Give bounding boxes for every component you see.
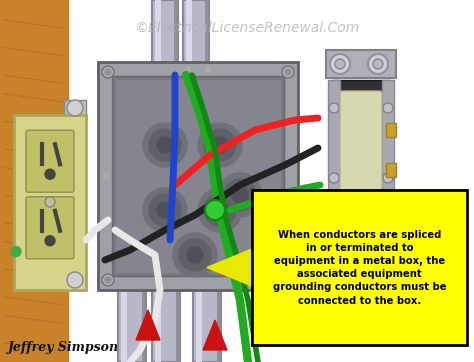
Circle shape xyxy=(335,59,345,69)
Circle shape xyxy=(387,203,397,213)
Circle shape xyxy=(11,247,21,257)
Circle shape xyxy=(143,123,187,167)
Text: Jeffrey Simpson: Jeffrey Simpson xyxy=(8,341,119,354)
Circle shape xyxy=(45,197,55,207)
Text: When conductors are spliced
in or terminated to
equipment in a metal box, the
as: When conductors are spliced in or termin… xyxy=(273,230,446,306)
Circle shape xyxy=(329,173,339,183)
Circle shape xyxy=(282,274,294,286)
Circle shape xyxy=(45,236,55,246)
Bar xyxy=(116,80,280,272)
Bar xyxy=(196,270,202,362)
Circle shape xyxy=(383,173,393,183)
Circle shape xyxy=(330,222,350,242)
Circle shape xyxy=(185,67,191,73)
FancyBboxPatch shape xyxy=(26,197,74,259)
Bar xyxy=(186,0,192,75)
Circle shape xyxy=(149,129,181,161)
Bar xyxy=(176,270,179,362)
Circle shape xyxy=(368,222,388,242)
Polygon shape xyxy=(203,320,227,350)
Bar xyxy=(332,80,390,225)
Circle shape xyxy=(103,173,109,179)
Bar xyxy=(217,270,220,362)
Circle shape xyxy=(383,103,393,113)
Circle shape xyxy=(198,188,242,232)
Bar xyxy=(118,270,146,362)
Circle shape xyxy=(198,123,242,167)
Circle shape xyxy=(102,66,114,78)
Bar xyxy=(64,270,86,290)
Bar xyxy=(64,100,86,120)
Circle shape xyxy=(282,66,294,78)
Circle shape xyxy=(173,233,217,277)
Circle shape xyxy=(204,129,236,161)
Bar xyxy=(252,190,467,345)
Circle shape xyxy=(205,200,225,220)
Bar xyxy=(112,76,284,276)
Circle shape xyxy=(330,54,350,74)
Circle shape xyxy=(285,69,291,75)
Bar xyxy=(193,270,221,362)
Circle shape xyxy=(204,194,236,226)
Bar xyxy=(142,270,145,362)
Bar xyxy=(386,163,396,177)
Bar xyxy=(326,218,396,246)
Bar xyxy=(0,0,68,362)
Circle shape xyxy=(218,173,262,217)
Bar xyxy=(152,270,180,362)
Circle shape xyxy=(285,277,291,283)
Bar xyxy=(386,123,396,137)
Bar xyxy=(328,80,340,225)
Bar xyxy=(152,0,178,80)
Circle shape xyxy=(149,194,181,226)
Polygon shape xyxy=(136,310,160,340)
Bar xyxy=(98,62,298,290)
Bar xyxy=(14,115,86,290)
Text: ©ElectricalLicenseRenewal.Com: ©ElectricalLicenseRenewal.Com xyxy=(134,21,359,35)
Circle shape xyxy=(373,59,383,69)
Circle shape xyxy=(212,137,228,153)
Circle shape xyxy=(187,247,203,263)
Bar xyxy=(174,0,177,80)
Bar xyxy=(183,0,209,75)
Bar xyxy=(382,80,394,225)
Circle shape xyxy=(157,202,173,218)
Circle shape xyxy=(205,67,211,73)
Circle shape xyxy=(368,54,388,74)
Bar xyxy=(155,270,161,362)
Circle shape xyxy=(157,137,173,153)
Polygon shape xyxy=(207,249,252,286)
Circle shape xyxy=(329,103,339,113)
FancyBboxPatch shape xyxy=(340,91,382,205)
Circle shape xyxy=(67,272,83,288)
Circle shape xyxy=(102,274,114,286)
Circle shape xyxy=(45,169,55,179)
Circle shape xyxy=(224,179,256,211)
FancyBboxPatch shape xyxy=(26,130,74,192)
Circle shape xyxy=(212,202,228,218)
Circle shape xyxy=(105,69,111,75)
Bar xyxy=(155,0,161,80)
Circle shape xyxy=(105,277,111,283)
Circle shape xyxy=(232,187,248,203)
Bar xyxy=(326,50,396,78)
Bar xyxy=(205,0,208,75)
Circle shape xyxy=(179,239,211,271)
Bar xyxy=(121,270,127,362)
Circle shape xyxy=(67,100,83,116)
Circle shape xyxy=(143,188,187,232)
